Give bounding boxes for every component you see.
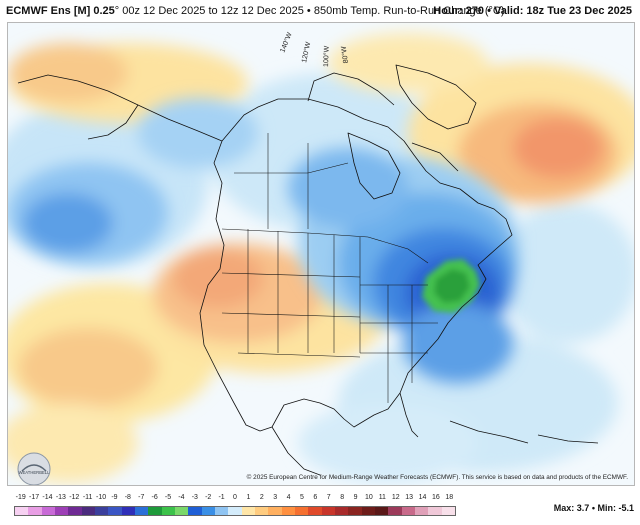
cold-core-green [422, 259, 480, 313]
colorbar-label: 14 [418, 494, 427, 501]
model-name: ECMWF Ens [M] 0.25 [6, 5, 115, 17]
colorbar-label: -8 [124, 494, 131, 501]
colorbar-swatch [214, 507, 229, 515]
colorbar-label: 18 [445, 494, 454, 501]
forecast-hour: Hour: 270 [433, 5, 485, 17]
colorbar-label: 12 [391, 494, 400, 501]
colorbar-swatch [294, 507, 309, 515]
valid-date: • Valid: 18z Tue 23 Dec 2025 [487, 5, 632, 17]
colorbar-swatch [161, 507, 175, 515]
colorbar-label: -6 [151, 494, 158, 501]
colorbar-swatch [374, 507, 389, 515]
copyright-notice: © 2025 European Centre for Medium-Range … [246, 474, 628, 481]
colorbar-label: -3 [191, 494, 198, 501]
colorbar-label: 3 [273, 494, 278, 501]
colorbar-swatch [308, 507, 322, 515]
colorbar-label: 13 [405, 494, 414, 501]
colorbar-label: 9 [353, 494, 358, 501]
colorbar-swatch [334, 507, 349, 515]
coastlines [17, 64, 599, 476]
colorbar-swatch [241, 507, 255, 515]
colorbar-label: 6 [313, 494, 318, 501]
colorbar-swatch [388, 507, 402, 515]
colorbar-label: -17 [29, 494, 40, 501]
max-value: Max: 3.7 [553, 503, 590, 513]
colorbar-label: -13 [55, 494, 66, 501]
colorbar-label: 7 [326, 494, 331, 501]
meridian-label: 100°W [322, 45, 331, 67]
colorbar-label: -5 [164, 494, 172, 501]
colorbar-swatch [81, 507, 95, 515]
colorbar [14, 506, 456, 516]
colorbar-label: -1 [218, 494, 225, 501]
colorbar-label: -19 [15, 494, 26, 501]
colorbar-swatch [441, 507, 455, 515]
colorbar-label: -14 [42, 494, 53, 501]
title-line: ECMWF Ens [M] 0.25° 00z 12 Dec 2025 to 1… [6, 0, 505, 22]
colorbar-label: -2 [205, 494, 212, 501]
colorbar-swatch [414, 507, 429, 515]
colorbar-label: 10 [365, 494, 373, 501]
colorbar-label: -9 [111, 494, 118, 501]
colorbar-label: -12 [69, 494, 80, 501]
warm-fields [8, 33, 634, 483]
colorbar-swatch [361, 507, 375, 515]
colorbar-swatch [174, 507, 189, 515]
header-bar: ECMWF Ens [M] 0.25° 00z 12 Dec 2025 to 1… [0, 0, 640, 22]
colorbar-swatch [94, 507, 109, 515]
political-borders [221, 133, 438, 403]
colorbar-swatch [108, 507, 122, 515]
colorbar-label: 2 [259, 494, 264, 501]
colorbar-label: -7 [138, 494, 145, 501]
colorbar-swatch [428, 507, 442, 515]
colorbar-swatch [281, 507, 295, 515]
colorbar-swatch [68, 507, 82, 515]
max-min-readout: Max: 3.7 • Min: -5.1 [553, 503, 634, 513]
colorbar-swatch [148, 507, 162, 515]
colorbar-swatch [268, 507, 282, 515]
min-value: Min: -5.1 [597, 503, 634, 513]
map-canvas: 140°W 120°W 100°W 80°W [8, 23, 634, 485]
forecast-map[interactable]: 140°W 120°W 100°W 80°W WEATHERBELL © 202… [7, 22, 635, 486]
colorbar-label: 8 [340, 494, 345, 501]
colorbar-swatch [15, 507, 29, 515]
colorbar-label: -10 [95, 494, 107, 501]
colorbar-label: 16 [432, 494, 440, 501]
colorbar-swatch [201, 507, 215, 515]
colorbar-swatch [41, 507, 55, 515]
colorbar-swatch [188, 507, 202, 515]
run-info: ° 00z 12 Dec 2025 to 12z 12 Dec 2025 • 8… [114, 5, 505, 17]
colorbar-swatch [134, 507, 149, 515]
valid-time: Hour: 270 • Valid: 18z Tue 23 Dec 2025 [433, 0, 632, 22]
colorbar-label: -11 [82, 494, 93, 501]
weatherbell-logo: WEATHERBELL [16, 451, 52, 485]
colorbar-swatch [401, 507, 415, 515]
colorbar-label: -4 [178, 494, 185, 501]
colorbar-label: 11 [378, 494, 386, 501]
colorbar-swatch [121, 507, 135, 515]
colorbar-labels: -19 -17 -14 -13 -12 -11 -10 -9 -8 -7 -6 -5 -4 -3 -2 -1 0… [14, 494, 464, 504]
colorbar-swatch [321, 507, 335, 515]
meridian-label: 80°W [340, 45, 350, 64]
colorbar-swatch [28, 507, 42, 515]
colorbar-swatch [228, 507, 242, 515]
colorbar-label: 1 [246, 494, 251, 501]
colorbar-swatch [348, 507, 362, 515]
colorbar-swatch [254, 507, 269, 515]
colorbar-swatch [54, 507, 69, 515]
colorbar-label: 0 [233, 494, 237, 501]
colorbar-label: 5 [300, 494, 304, 501]
colorbar-label: 4 [286, 494, 291, 501]
logo-text: WEATHERBELL [19, 470, 51, 475]
